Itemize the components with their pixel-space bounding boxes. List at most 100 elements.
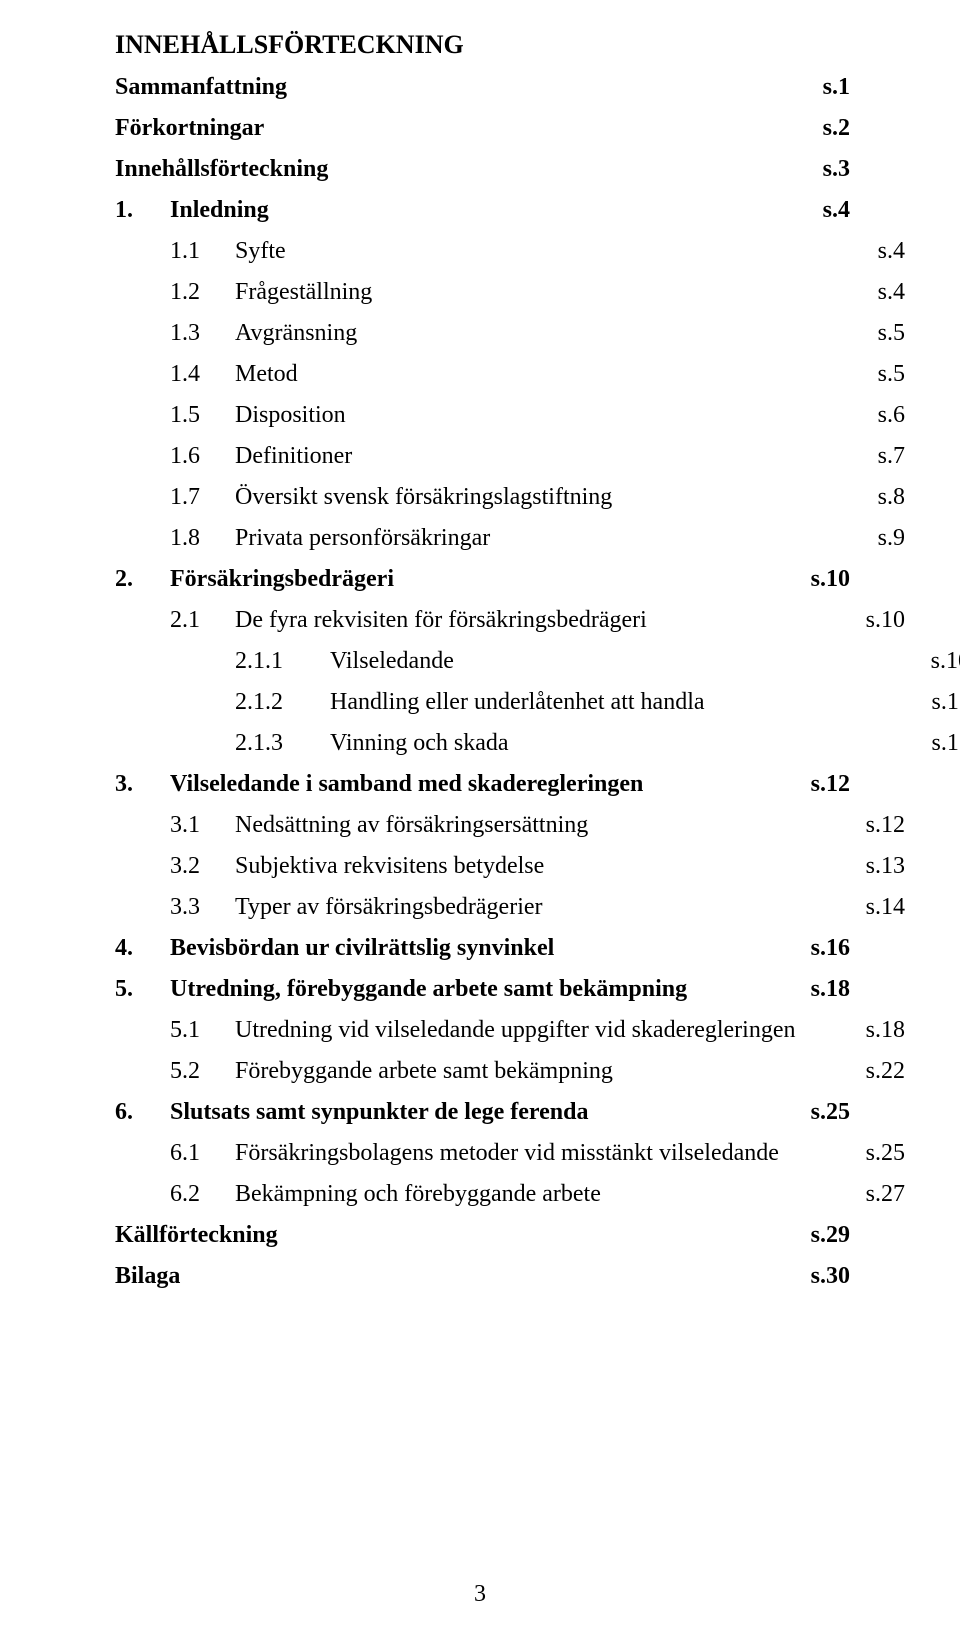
toc-page: INNEHÅLLSFÖRTECKNING Sammanfattning s.1 Fö…	[0, 0, 960, 1290]
toc-entry-page: s.22	[866, 1058, 905, 1085]
toc-entry-number: 6.	[115, 1099, 170, 1126]
toc-entry-page: s.10	[931, 648, 960, 675]
toc-entry-label: 2.Försäkringsbedrägeri	[115, 566, 394, 593]
toc-entry-page: s.3	[823, 156, 850, 183]
toc-entry-text: Förkortningar	[115, 115, 264, 141]
toc-entry-number: 1.7	[170, 484, 235, 511]
toc-entry-page: s.5	[878, 320, 905, 347]
toc-entry: 5.Utredning, förebyggande arbete samt be…	[115, 976, 850, 1003]
toc-entry-page: s.12	[866, 812, 905, 839]
toc-entry-text: Utredning vid vilseledande uppgifter vid…	[235, 1017, 796, 1043]
toc-entry-page: s.9	[878, 525, 905, 552]
toc-entry-number: 2.1.2	[235, 689, 330, 716]
toc-entry-number: 5.2	[170, 1058, 235, 1085]
toc-entry: 6.Slutsats samt synpunkter de lege feren…	[115, 1099, 850, 1126]
toc-entry-number: 2.1	[170, 607, 235, 634]
toc-entry-page: s.11	[932, 730, 960, 757]
toc-entry-label: 2.1De fyra rekvisiten för försäkringsbed…	[170, 607, 647, 634]
toc-entry-label: 6.Slutsats samt synpunkter de lege feren…	[115, 1099, 588, 1126]
toc-entry: 1.1Syftes.4	[115, 238, 905, 265]
toc-entry-page: s.8	[878, 484, 905, 511]
toc-entry: Förkortningars.2	[115, 115, 850, 142]
toc-entry-number: 1.8	[170, 525, 235, 552]
toc-entry-text: Bekämpning och förebyggande arbete	[235, 1181, 601, 1207]
toc-entry-label: 1.8Privata personförsäkringar	[170, 525, 490, 552]
toc-entry-text: Inledning	[170, 197, 269, 223]
toc-entry-label: Bilaga	[115, 1263, 180, 1290]
toc-entry-text: Översikt svensk försäkringslagstiftning	[235, 484, 612, 510]
toc-entry-page: s.6	[878, 402, 905, 429]
toc-entry-text: Privata personförsäkringar	[235, 525, 490, 551]
toc-entry-text: Metod	[235, 361, 298, 387]
toc-entry-page: s.18	[866, 1017, 905, 1044]
toc-entry-page: s.25	[866, 1140, 905, 1167]
toc-entry-page: s.5	[878, 361, 905, 388]
toc-entry: 1.8Privata personförsäkringar s.9	[115, 525, 905, 552]
toc-entry: 1.6Definitioners.7	[115, 443, 905, 470]
toc-entry-label: 3.1Nedsättning av försäkringsersättning	[170, 812, 588, 839]
toc-entry-page: s.7	[878, 443, 905, 470]
toc-entry-text: De fyra rekvisiten för försäkringsbedräg…	[235, 607, 647, 633]
toc-entry-page: s.13	[866, 853, 905, 880]
toc-entry-label: 3.Vilseledande i samband med skaderegler…	[115, 771, 643, 798]
toc-entry-label: 3.3Typer av försäkringsbedrägerier	[170, 894, 543, 921]
toc-entry-label: 1.7Översikt svensk försäkringslagstiftni…	[170, 484, 612, 511]
toc-entry-number: 5.	[115, 976, 170, 1003]
toc-entry-label: Källförteckning	[115, 1222, 278, 1249]
toc-entry-label: 6.2Bekämpning och förebyggande arbete	[170, 1181, 601, 1208]
toc-entry-label: 1.1Syfte	[170, 238, 286, 265]
toc-entry-number: 4.	[115, 935, 170, 962]
toc-entry-text: Slutsats samt synpunkter de lege ferenda	[170, 1099, 588, 1125]
toc-entry-label: 2.1.2Handling eller underlåtenhet att ha…	[235, 689, 705, 716]
toc-list: Sammanfattning s.1 Förkortningars.2 Innehål…	[115, 74, 850, 1290]
toc-entry: Källförtecknings.29	[115, 1222, 850, 1249]
toc-entry-text: Innehållsförteckning	[115, 156, 328, 182]
toc-entry-number: 3.1	[170, 812, 235, 839]
toc-entry-number: 6.2	[170, 1181, 235, 1208]
toc-entry: Bilagas.30	[115, 1263, 850, 1290]
toc-entry-text: Handling eller underlåtenhet att handla	[330, 689, 705, 715]
toc-entry-label: 3.2Subjektiva rekvisitens betydelse	[170, 853, 544, 880]
toc-entry-page: s.14	[866, 894, 905, 921]
toc-entry-label: Sammanfattning	[115, 74, 287, 101]
toc-entry-text: Utredning, förebyggande arbete samt bekä…	[170, 976, 687, 1002]
toc-entry: Innehållsförteckning s.3	[115, 156, 850, 183]
toc-entry-page: s.4	[823, 197, 850, 224]
toc-entry-page: s.1	[823, 74, 850, 101]
toc-entry: 5.2Förebyggande arbete samt bekämpning s.…	[115, 1058, 905, 1085]
toc-entry: 4.Bevisbördan ur civilrättslig synvinkel…	[115, 935, 850, 962]
toc-entry: 6.2Bekämpning och förebyggande arbetes.2…	[115, 1181, 905, 1208]
toc-entry-label: 1.2Frågeställning	[170, 279, 372, 306]
toc-entry: 2.1.1Vilseledande s.10	[115, 648, 960, 675]
toc-entry: 1.2Frågeställning s.4	[115, 279, 905, 306]
toc-entry-label: 1.3Avgränsning	[170, 320, 357, 347]
toc-entry-page: s.10	[811, 566, 850, 593]
toc-entry-label: Förkortningar	[115, 115, 264, 142]
toc-entry-number: 1.4	[170, 361, 235, 388]
toc-entry: 2.1.2Handling eller underlåtenhet att ha…	[115, 689, 960, 716]
toc-entry: 3.Vilseledande i samband med skaderegler…	[115, 771, 850, 798]
toc-entry-text: Vilseledande i samband med skadereglerin…	[170, 771, 643, 797]
toc-entry-number: 6.1	[170, 1140, 235, 1167]
toc-entry: 3.1Nedsättning av försäkringsersättning s…	[115, 812, 905, 839]
toc-entry-text: Typer av försäkringsbedrägerier	[235, 894, 543, 920]
toc-entry-page: s.4	[878, 279, 905, 306]
toc-entry: 3.2Subjektiva rekvisitens betydelse s.13	[115, 853, 905, 880]
toc-entry-number: 5.1	[170, 1017, 235, 1044]
toc-entry-text: Bilaga	[115, 1263, 180, 1289]
toc-entry-text: Källförteckning	[115, 1222, 278, 1248]
toc-entry-label: 6.1Försäkringsbolagens metoder vid misst…	[170, 1140, 779, 1167]
toc-entry-label: 5.2Förebyggande arbete samt bekämpning	[170, 1058, 613, 1085]
toc-entry-number: 1.6	[170, 443, 235, 470]
toc-entry: 1.4Metod s.5	[115, 361, 905, 388]
toc-entry: 1.7Översikt svensk försäkringslagstiftni…	[115, 484, 905, 511]
toc-entry-number: 1.	[115, 197, 170, 224]
toc-entry-number: 2.1.1	[235, 648, 330, 675]
toc-entry-number: 1.2	[170, 279, 235, 306]
toc-entry-text: Förebyggande arbete samt bekämpning	[235, 1058, 613, 1084]
toc-entry-label: 2.1.1Vilseledande	[235, 648, 454, 675]
toc-entry-label: 5.Utredning, förebyggande arbete samt be…	[115, 976, 687, 1003]
toc-entry-text: Subjektiva rekvisitens betydelse	[235, 853, 544, 879]
toc-title: INNEHÅLLSFÖRTECKNING	[115, 30, 850, 60]
toc-entry-number: 2.	[115, 566, 170, 593]
